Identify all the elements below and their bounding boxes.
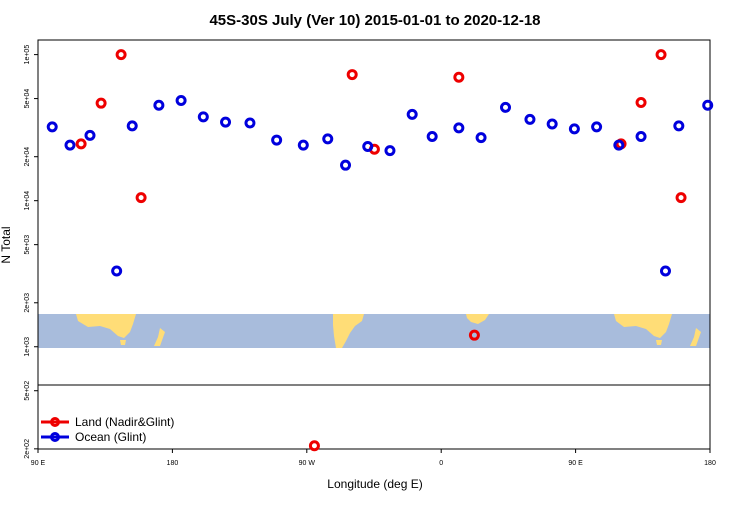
data-point bbox=[111, 265, 123, 277]
x-tick-label: 90 E bbox=[31, 460, 46, 467]
map-strip bbox=[38, 314, 710, 348]
y-axis: 2e+02 5e+02 1e+03 2e+03 5e+03 1e+04 2e+04 5e+04… bbox=[24, 45, 38, 459]
legend-marker-land bbox=[50, 417, 60, 427]
x-tick-label: 90 W bbox=[299, 460, 316, 467]
data-point bbox=[673, 120, 685, 132]
africa-landmass bbox=[466, 314, 489, 324]
data-point bbox=[426, 131, 438, 143]
data-point bbox=[702, 99, 714, 111]
data-point bbox=[271, 134, 283, 146]
data-point bbox=[244, 117, 256, 129]
data-point bbox=[135, 192, 147, 204]
data-point bbox=[308, 440, 320, 452]
data-point bbox=[197, 111, 209, 123]
data-point bbox=[384, 145, 396, 157]
data-point bbox=[524, 113, 536, 125]
y-tick-label: 1e+04 bbox=[24, 191, 31, 211]
data-point bbox=[546, 118, 558, 130]
data-points bbox=[46, 49, 714, 452]
legend-entry-ocean: Ocean (Glint) bbox=[41, 430, 146, 444]
y-tick-label: 5e+04 bbox=[24, 89, 31, 109]
data-point bbox=[297, 139, 309, 151]
australia-landmass bbox=[76, 314, 701, 346]
data-point bbox=[153, 99, 165, 111]
data-point bbox=[568, 123, 580, 135]
data-point bbox=[406, 108, 418, 120]
data-point bbox=[126, 120, 138, 132]
data-point bbox=[362, 140, 374, 152]
x-axis-title: Longitude (deg E) bbox=[327, 477, 422, 491]
data-point bbox=[453, 71, 465, 83]
data-point bbox=[591, 121, 603, 133]
data-point bbox=[475, 132, 487, 144]
data-point bbox=[453, 122, 465, 134]
data-point bbox=[346, 69, 358, 81]
data-point bbox=[635, 97, 647, 109]
y-tick-label: 2e+03 bbox=[24, 293, 31, 313]
data-point bbox=[635, 131, 647, 143]
legend-marker-ocean bbox=[50, 432, 60, 442]
legend-entry-land: Land (Nadir&Glint) bbox=[41, 415, 174, 429]
x-tick-label: 0 bbox=[439, 460, 443, 467]
series-ocean bbox=[46, 95, 714, 277]
data-point bbox=[175, 95, 187, 107]
data-point bbox=[659, 265, 671, 277]
data-point bbox=[655, 49, 667, 61]
x-axis: 90 E 180 90 W 0 90 E 180 bbox=[31, 449, 716, 467]
plot-frame bbox=[37, 39, 711, 450]
data-point bbox=[64, 139, 76, 151]
chart-title: 45S-30S July (Ver 10) 2015-01-01 to 2020… bbox=[209, 12, 540, 29]
data-point bbox=[115, 49, 127, 61]
south-america-landmass bbox=[333, 314, 364, 348]
ocean-background bbox=[38, 314, 710, 348]
legend-label-ocean: Ocean (Glint) bbox=[75, 430, 146, 444]
legend: Land (Nadir&Glint) Ocean (Glint) bbox=[41, 415, 174, 444]
legend-label-land: Land (Nadir&Glint) bbox=[75, 415, 174, 429]
y-tick-label: 1e+03 bbox=[24, 337, 31, 357]
data-point bbox=[613, 139, 625, 151]
y-tick-label: 5e+03 bbox=[24, 235, 31, 255]
data-point bbox=[675, 192, 687, 204]
data-point bbox=[46, 121, 58, 133]
data-point bbox=[220, 116, 232, 128]
data-point bbox=[322, 133, 334, 145]
y-tick-label: 5e+02 bbox=[24, 381, 31, 401]
data-point bbox=[84, 129, 96, 141]
data-point bbox=[95, 97, 107, 109]
data-point bbox=[500, 101, 512, 113]
y-axis-title: N Total bbox=[0, 226, 13, 263]
y-tick-label: 2e+04 bbox=[24, 147, 31, 167]
y-tick-label: 2e+02 bbox=[24, 439, 31, 459]
x-tick-label: 180 bbox=[167, 460, 179, 467]
data-point bbox=[340, 159, 352, 171]
y-tick-label: 1e+05 bbox=[24, 45, 31, 65]
series-land bbox=[75, 49, 687, 452]
x-tick-label: 180 bbox=[704, 460, 716, 467]
data-point bbox=[75, 138, 87, 150]
data-point bbox=[468, 329, 480, 341]
x-tick-label: 90 E bbox=[568, 460, 583, 467]
